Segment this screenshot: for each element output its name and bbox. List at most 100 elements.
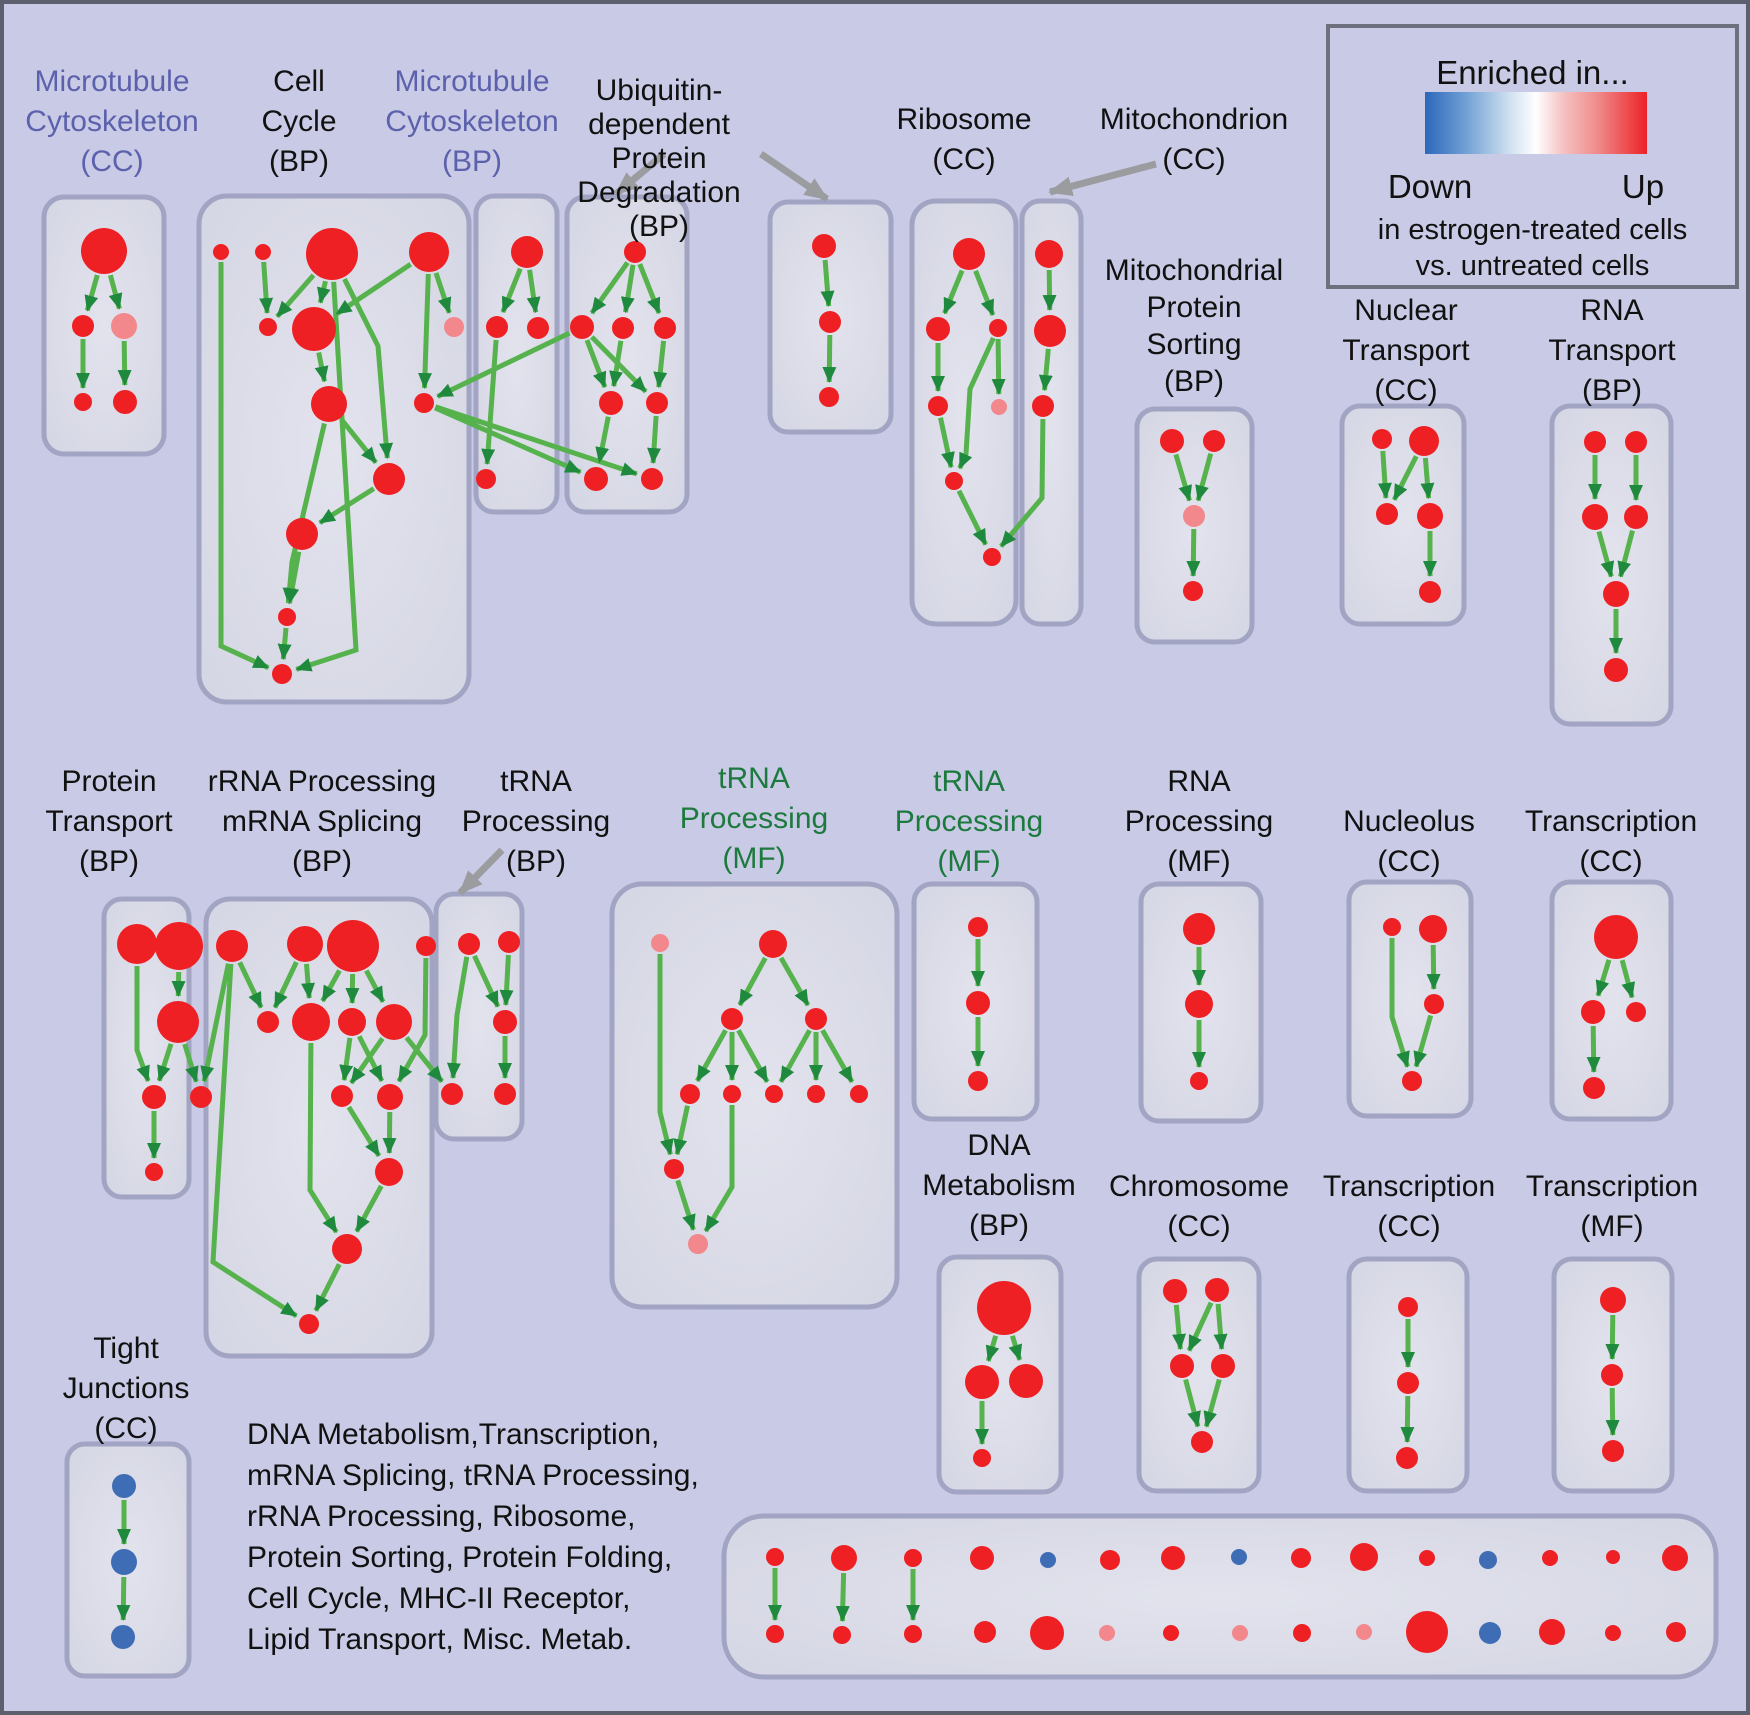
- gene-term-node-red: [74, 393, 92, 411]
- edge-arrow: [1413, 1014, 1434, 1068]
- edge-arrow: [116, 1576, 131, 1621]
- gene-term-node-red: [376, 1004, 412, 1040]
- edge-arrow: [354, 1184, 384, 1233]
- edge-arrow: [1595, 959, 1612, 997]
- gene-term-node-red: [1604, 658, 1628, 682]
- gene-term-node-red: [1539, 1619, 1565, 1645]
- gene-term-node-red: [968, 1071, 988, 1091]
- gene-term-node-red: [953, 238, 985, 270]
- edge-arrow: [1213, 1303, 1228, 1351]
- gene-term-node-red: [945, 472, 963, 490]
- cluster-box-ubiquitin-degradation-bp-left: [564, 194, 690, 515]
- cluster-box-mixed-annotations-strip: [721, 1513, 1719, 1680]
- gene-term-node-blue: [112, 1474, 136, 1498]
- edge-arrow: [339, 1037, 354, 1082]
- gene-term-node-red: [1603, 581, 1629, 607]
- edge-arrow: [609, 340, 624, 388]
- edge-arrow: [526, 269, 541, 314]
- edge-arrow: [1389, 938, 1410, 1068]
- label-pointer-arrow: [457, 847, 505, 896]
- legend-title: Enriched in...: [1436, 54, 1629, 91]
- edge-arrow: [339, 418, 378, 465]
- gene-term-node-red: [966, 991, 990, 1015]
- edge-arrow: [991, 338, 1006, 395]
- legend-up-label: Up: [1621, 168, 1665, 205]
- edge-arrow: [938, 417, 955, 469]
- gene-term-node-red: [331, 1085, 353, 1107]
- edge-arrow: [481, 339, 499, 465]
- gene-term-node-red: [286, 518, 318, 550]
- gene-term-node-red: [1419, 915, 1447, 943]
- edge-arrow: [820, 1029, 855, 1084]
- gene-term-node-red: [680, 1084, 700, 1104]
- edge-arrow: [1203, 1378, 1222, 1428]
- gene-term-node-blue: [1479, 1622, 1501, 1644]
- legend-down-label: Down: [1387, 168, 1473, 205]
- edge-arrow: [653, 340, 668, 389]
- gene-term-node-red: [216, 930, 248, 962]
- gene-term-node-blue: [111, 1549, 137, 1575]
- edge-arrow: [1186, 528, 1201, 577]
- gene-term-node-red: [1398, 1297, 1418, 1317]
- gene-term-node-red: [819, 387, 839, 407]
- gene-term-node-red: [1424, 994, 1444, 1014]
- edge-arrow: [285, 551, 302, 605]
- edge-arrow: [307, 1042, 339, 1234]
- gene-term-node-red: [759, 930, 787, 958]
- mixed-annotation-text: DNA Metabolism,Transcription, mRNA Splici…: [247, 1414, 699, 1660]
- gene-term-node-red: [117, 924, 157, 964]
- gene-term-node-red: [1666, 1622, 1686, 1642]
- edge-arrow: [595, 416, 611, 464]
- edge-arrow: [647, 415, 662, 464]
- edge-arrow: [822, 334, 837, 383]
- edge-arrow: [182, 1043, 199, 1083]
- edge-arrow: [1605, 1314, 1620, 1360]
- edge-arrow: [942, 269, 965, 315]
- gene-term-node-red: [928, 396, 948, 416]
- gene-term-node-red: [1190, 1072, 1208, 1090]
- gene-term-node-pink: [1232, 1625, 1248, 1641]
- gene-term-node-red: [1191, 1431, 1213, 1453]
- gene-term-node-red: [1397, 1372, 1419, 1394]
- gene-term-node-red: [1035, 240, 1063, 268]
- edge-arrow: [318, 486, 376, 525]
- gene-term-node-red: [493, 1010, 517, 1034]
- gene-term-node-pink: [111, 313, 137, 339]
- annotation-line: Cell Cycle, MHC-II Receptor,: [247, 1582, 631, 1615]
- gene-term-node-red: [190, 1086, 212, 1108]
- gene-term-node-red: [332, 1234, 362, 1264]
- gene-term-node-red: [458, 933, 480, 955]
- edge-arrow: [835, 1572, 850, 1622]
- gene-term-node-red: [272, 664, 292, 684]
- gene-term-node-red: [599, 391, 623, 415]
- gene-term-node-blue: [1231, 1549, 1247, 1565]
- gene-term-node-red: [113, 390, 137, 414]
- edge-arrow: [620, 264, 636, 314]
- gene-term-node-red: [375, 1158, 403, 1186]
- gene-term-node-red: [904, 1625, 922, 1643]
- gene-term-node-red: [255, 244, 271, 260]
- gene-term-node-pink: [688, 1234, 708, 1254]
- gene-term-node-red: [654, 317, 676, 339]
- gene-term-node-red: [476, 469, 496, 489]
- cluster-box-chromosome-cc: [1136, 1256, 1262, 1494]
- gene-term-node-red: [977, 1281, 1031, 1335]
- gene-term-node-red: [723, 1085, 741, 1103]
- edge-arrow: [500, 267, 523, 314]
- gene-term-node-red: [584, 467, 608, 491]
- gene-term-node-red: [213, 244, 229, 260]
- edge-arrow: [736, 1029, 770, 1084]
- gene-term-node-red: [416, 936, 436, 956]
- gene-term-node-pink: [444, 317, 464, 337]
- edge-arrow: [675, 1179, 696, 1231]
- gene-term-node-red: [299, 1314, 319, 1334]
- edge-arrow: [957, 336, 996, 470]
- gene-term-node-red: [766, 1625, 784, 1643]
- edge-arrow: [396, 957, 429, 1083]
- gene-term-node-pink: [651, 934, 669, 952]
- gene-term-node-red: [1600, 1287, 1626, 1313]
- gene-term-node-red: [973, 1449, 991, 1467]
- edge-arrow: [589, 261, 630, 315]
- gene-term-node-red: [833, 1626, 851, 1644]
